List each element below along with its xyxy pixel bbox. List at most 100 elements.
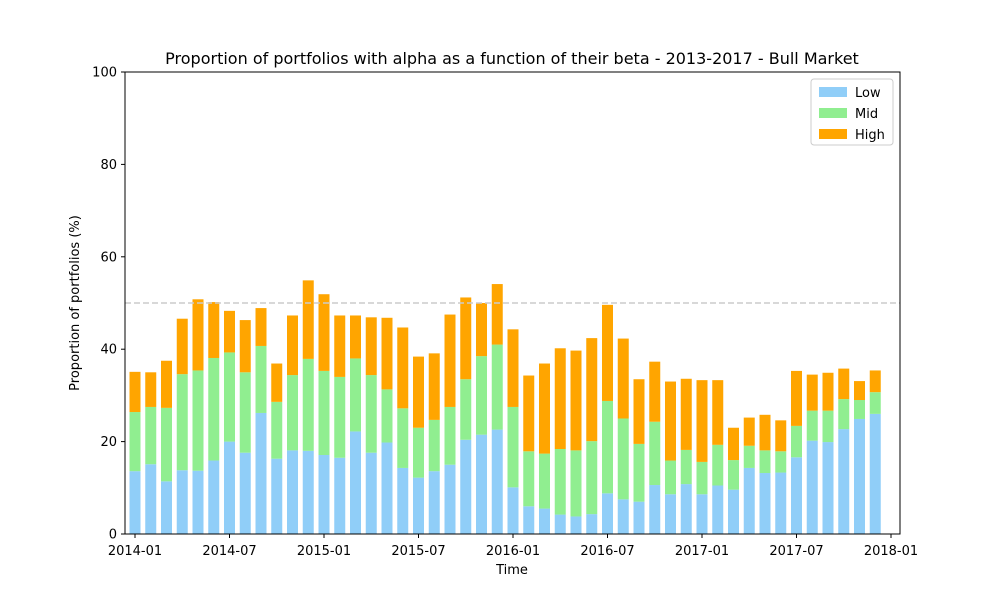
y-tick-label-80: 80 xyxy=(100,158,117,173)
bar-mid-2017-04 xyxy=(743,445,755,468)
bar-high-2014-02 xyxy=(145,372,157,407)
bar-low-2016-02 xyxy=(523,506,535,534)
bar-high-2016-10 xyxy=(649,361,661,422)
bar-high-2015-02 xyxy=(334,315,346,377)
bar-high-2014-07 xyxy=(224,310,235,353)
bar-mid-2015-11 xyxy=(476,356,487,435)
bar-high-2014-03 xyxy=(161,360,172,408)
bar-low-2016-07 xyxy=(602,493,613,534)
bar-mid-2014-06 xyxy=(208,357,220,461)
bar-high-2016-06 xyxy=(586,338,598,442)
y-tick-label-40: 40 xyxy=(100,343,117,358)
bar-mid-2017-01 xyxy=(696,461,708,495)
bar-mid-2016-02 xyxy=(523,451,535,507)
bar-low-2016-12 xyxy=(680,484,692,534)
bar-low-2015-03 xyxy=(350,431,361,534)
bar-low-2016-03 xyxy=(539,508,550,534)
bar-mid-2017-11 xyxy=(854,400,865,419)
bar-high-2017-11 xyxy=(854,381,865,401)
bar-low-2017-01 xyxy=(696,494,708,534)
bar-mid-2015-08 xyxy=(428,419,440,472)
y-tick-label-0: 0 xyxy=(109,528,117,543)
bar-high-2017-06 xyxy=(775,420,787,452)
bar-mid-2015-05 xyxy=(381,389,393,443)
bar-mid-2017-06 xyxy=(775,451,787,473)
bar-high-2016-05 xyxy=(570,350,582,451)
bar-low-2014-01 xyxy=(129,471,141,534)
bar-mid-2016-04 xyxy=(554,448,566,515)
bar-mid-2016-07 xyxy=(602,400,613,494)
bar-high-2014-12 xyxy=(302,280,314,359)
bar-mid-2014-09 xyxy=(255,345,267,413)
bar-mid-2015-03 xyxy=(350,358,361,432)
chart-title: Proportion of portfolios with alpha as a… xyxy=(165,49,859,68)
bar-low-2014-02 xyxy=(145,464,157,534)
bar-high-2017-09 xyxy=(822,372,834,411)
bar-high-2014-01 xyxy=(129,371,141,413)
legend-swatch-low xyxy=(819,87,847,97)
bar-mid-2014-03 xyxy=(161,407,172,482)
bar-low-2015-07 xyxy=(413,477,424,534)
x-tick-label-2015-01: 2015-01 xyxy=(297,544,351,559)
bar-low-2015-12 xyxy=(491,429,503,534)
bar-low-2016-11 xyxy=(665,494,676,534)
bar-low-2016-04 xyxy=(554,514,566,534)
bar-high-2015-10 xyxy=(460,297,472,380)
bar-mid-2015-02 xyxy=(334,376,346,458)
bar-high-2017-03 xyxy=(728,427,739,461)
bar-mid-2014-01 xyxy=(129,412,141,472)
x-tick-label-2014-07: 2014-07 xyxy=(202,544,256,559)
bar-low-2014-11 xyxy=(287,450,298,534)
x-tick-label-2016-01: 2016-01 xyxy=(486,544,540,559)
bar-mid-2015-12 xyxy=(491,344,503,430)
bar-low-2017-10 xyxy=(838,429,850,534)
bar-high-2015-08 xyxy=(428,353,440,420)
bar-mid-2014-05 xyxy=(192,370,204,471)
bar-low-2015-06 xyxy=(397,467,409,534)
bar-mid-2015-09 xyxy=(444,406,456,465)
bar-mid-2017-08 xyxy=(806,410,818,441)
bar-high-2016-09 xyxy=(633,379,645,444)
bar-mid-2014-12 xyxy=(302,358,314,451)
bar-low-2014-08 xyxy=(239,452,251,534)
bar-high-2016-08 xyxy=(617,338,629,419)
bar-low-2016-09 xyxy=(633,501,645,534)
bar-high-2017-08 xyxy=(806,374,818,411)
bar-low-2017-11 xyxy=(854,418,865,534)
bar-mid-2014-04 xyxy=(176,374,188,471)
bar-low-2014-10 xyxy=(271,458,283,534)
bar-high-2014-08 xyxy=(239,320,251,373)
bar-high-2014-09 xyxy=(255,308,267,346)
bar-mid-2016-08 xyxy=(617,418,629,500)
bar-high-2015-11 xyxy=(476,303,487,357)
bar-low-2016-05 xyxy=(570,516,582,534)
bar-mid-2015-07 xyxy=(413,427,424,478)
bar-mid-2015-10 xyxy=(460,379,472,440)
bar-low-2017-09 xyxy=(822,442,834,534)
bar-high-2015-01 xyxy=(318,294,330,371)
bar-mid-2014-08 xyxy=(239,372,251,453)
bar-mid-2016-01 xyxy=(507,406,519,488)
bar-low-2017-08 xyxy=(806,440,818,534)
bar-high-2014-04 xyxy=(176,318,188,375)
bar-low-2017-06 xyxy=(775,472,787,534)
bar-mid-2016-09 xyxy=(633,443,645,502)
bar-high-2015-07 xyxy=(413,356,424,428)
bar-low-2016-01 xyxy=(507,487,519,534)
bar-low-2017-02 xyxy=(712,485,724,534)
x-tick-label-2014-01: 2014-01 xyxy=(108,544,162,559)
y-tick-label-20: 20 xyxy=(100,435,117,450)
bar-high-2017-02 xyxy=(712,380,724,445)
bar-high-2016-12 xyxy=(680,378,692,450)
bar-mid-2017-09 xyxy=(822,410,834,443)
x-tick-label-2017-07: 2017-07 xyxy=(769,544,823,559)
bar-mid-2014-11 xyxy=(287,375,298,451)
bar-mid-2016-03 xyxy=(539,453,550,509)
bar-high-2016-03 xyxy=(539,363,550,454)
legend-label-low: Low xyxy=(855,86,881,101)
bar-mid-2016-05 xyxy=(570,450,582,517)
bar-high-2017-01 xyxy=(696,380,708,462)
bar-high-2017-07 xyxy=(791,370,802,426)
bar-low-2015-11 xyxy=(476,434,487,534)
